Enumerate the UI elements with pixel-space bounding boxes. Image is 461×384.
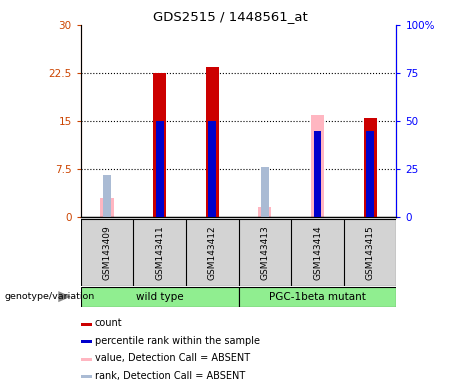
Bar: [366, 131, 374, 217]
Bar: [258, 207, 272, 217]
Bar: [81, 375, 92, 378]
Text: count: count: [95, 318, 122, 328]
Bar: [261, 167, 269, 217]
Text: PGC-1beta mutant: PGC-1beta mutant: [269, 291, 366, 302]
FancyBboxPatch shape: [81, 286, 239, 307]
Text: GSM143415: GSM143415: [366, 225, 375, 280]
Text: GSM143414: GSM143414: [313, 225, 322, 280]
Bar: [364, 118, 377, 217]
Bar: [206, 66, 219, 217]
Text: genotype/variation: genotype/variation: [5, 292, 95, 301]
Bar: [208, 121, 216, 217]
Bar: [81, 358, 92, 361]
Bar: [81, 340, 92, 343]
Text: percentile rank within the sample: percentile rank within the sample: [95, 336, 260, 346]
Text: rank, Detection Call = ABSENT: rank, Detection Call = ABSENT: [95, 371, 245, 381]
Bar: [100, 198, 113, 217]
Text: GSM143409: GSM143409: [102, 225, 112, 280]
Text: GSM143411: GSM143411: [155, 225, 164, 280]
Bar: [311, 114, 324, 217]
FancyBboxPatch shape: [239, 286, 396, 307]
Bar: [156, 121, 164, 217]
Polygon shape: [58, 291, 71, 302]
Text: GDS2515 / 1448561_at: GDS2515 / 1448561_at: [153, 10, 308, 23]
Text: wild type: wild type: [136, 291, 183, 302]
Bar: [153, 73, 166, 217]
Text: value, Detection Call = ABSENT: value, Detection Call = ABSENT: [95, 353, 250, 364]
Bar: [103, 175, 111, 217]
Text: GSM143413: GSM143413: [260, 225, 269, 280]
Text: GSM143412: GSM143412: [208, 225, 217, 280]
Bar: [81, 323, 92, 326]
Bar: [313, 131, 321, 217]
